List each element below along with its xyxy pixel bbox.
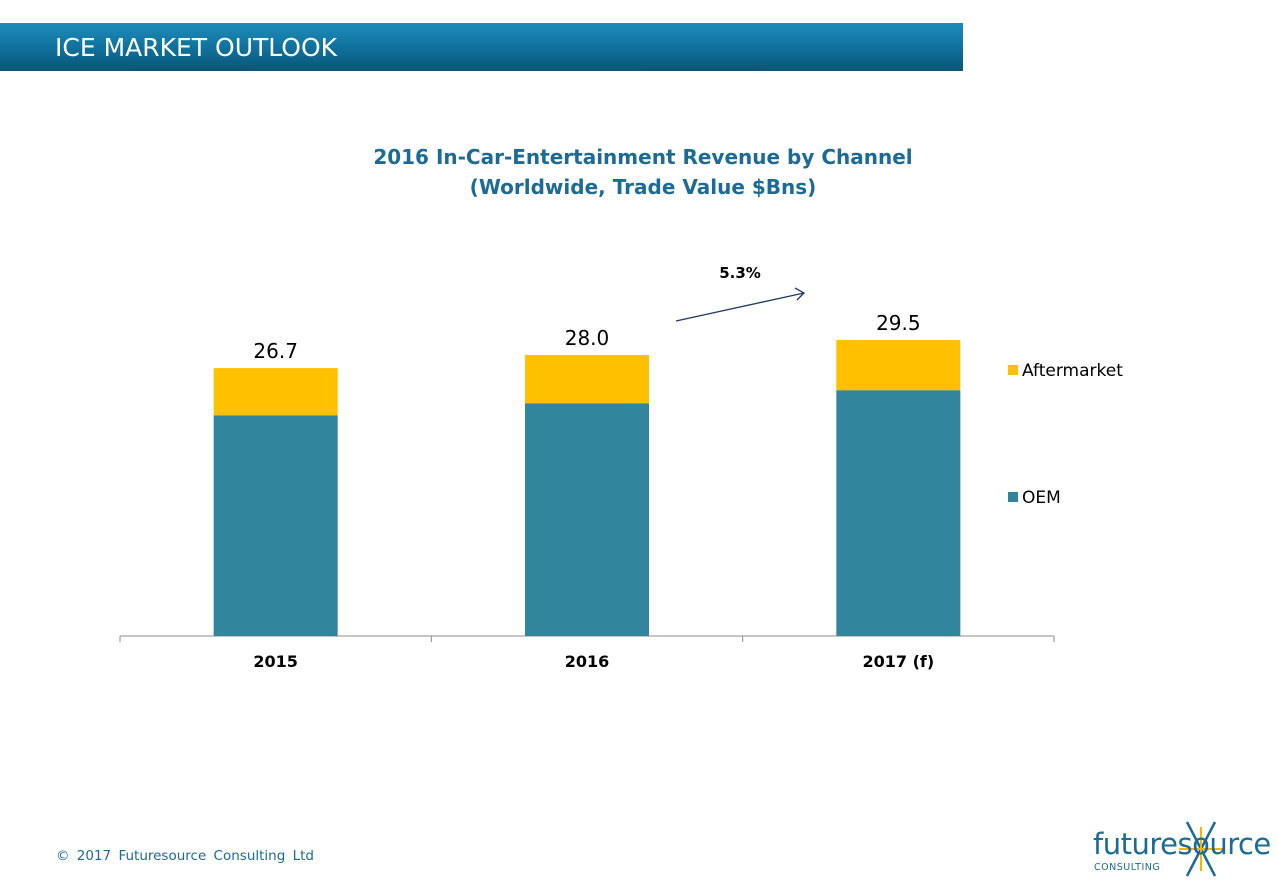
page-title: ICE MARKET OUTLOOK (55, 33, 338, 62)
chart-title: 2016 In-Car-Entertainment Revenue by Cha… (373, 145, 913, 169)
bar-aftermarket (836, 340, 961, 391)
bar-oem (836, 390, 961, 636)
chart-title-block: 2016 In-Car-Entertainment Revenue by Cha… (300, 142, 986, 202)
growth-annotation: 5.3% (719, 264, 761, 282)
bar-oem (525, 403, 649, 636)
logo-wordmark: futuresource (1093, 827, 1271, 861)
legend-label: OEM (1022, 488, 1061, 508)
total-data-label: 29.5 (876, 311, 921, 335)
x-tick-label: 2017 (f) (862, 652, 934, 671)
legend-swatch (1008, 492, 1018, 502)
bar-aftermarket (213, 368, 338, 416)
total-data-label: 28.0 (565, 326, 610, 350)
x-tick-label: 2015 (253, 652, 298, 671)
legend-label: Aftermarket (1022, 361, 1123, 381)
bar-aftermarket (525, 355, 649, 404)
bar-oem (213, 415, 338, 636)
legend-swatch (1008, 365, 1018, 375)
chart-subtitle: (Worldwide, Trade Value $Bns) (469, 175, 817, 199)
star-burst-icon (1179, 821, 1223, 877)
footer-copyright: © 2017 Futuresource Consulting Ltd (56, 848, 314, 864)
header-band: ICE MARKET OUTLOOK (0, 23, 963, 71)
growth-arrow-head (794, 287, 806, 301)
x-tick-label: 2016 (565, 652, 610, 671)
growth-arrow-line (675, 292, 805, 322)
futuresource-logo: futuresource CONSULTING (1090, 820, 1271, 878)
logo-subtitle: CONSULTING (1094, 862, 1161, 873)
total-data-label: 26.7 (253, 339, 298, 363)
